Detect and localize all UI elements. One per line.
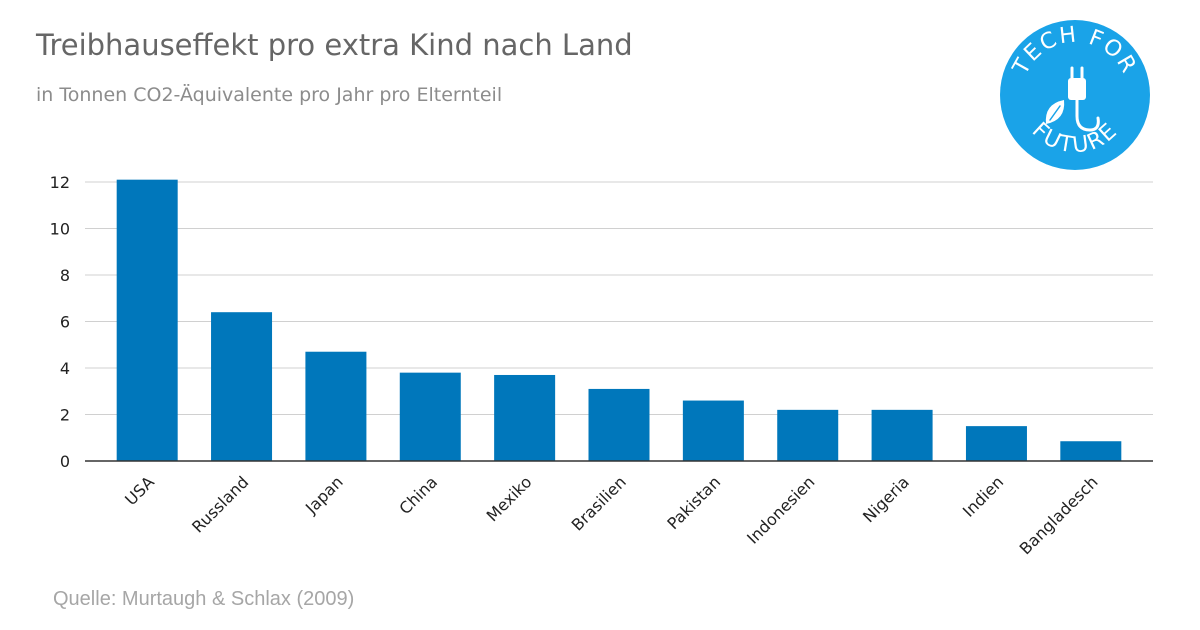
x-tick-label: Brasilien (568, 472, 630, 534)
y-tick-label: 0 (60, 452, 70, 471)
x-tick-label: Indonesien (743, 472, 818, 547)
source-note: Quelle: Murtaugh & Schlax (2009) (53, 588, 355, 610)
y-tick-label: 4 (60, 359, 70, 378)
x-tick-label: Japan (301, 472, 347, 518)
y-tick-label: 12 (50, 173, 70, 192)
x-tick-label: Nigeria (859, 472, 913, 526)
bar-bangladesch (1060, 441, 1122, 461)
x-tick-label: Indien (959, 472, 1007, 520)
bar-china (399, 372, 461, 461)
y-tick-label: 8 (60, 266, 70, 285)
bar-indien (965, 426, 1027, 461)
bar-russland (211, 312, 273, 461)
bar-nigeria (871, 409, 933, 461)
y-tick-label: 2 (60, 406, 70, 425)
x-tick-label: Mexiko (483, 472, 536, 525)
plug-leaf-icon (1045, 66, 1100, 132)
bar-brasilien (588, 388, 650, 461)
x-tick-label: Bangladesch (1016, 472, 1102, 558)
bar-japan (305, 351, 367, 461)
x-tick-label: USA (121, 472, 158, 509)
bar-pakistan (682, 400, 744, 461)
x-tick-label: Pakistan (663, 472, 724, 533)
x-tick-label: Russland (188, 472, 252, 536)
x-tick-label: China (395, 472, 441, 518)
y-tick-label: 6 (60, 313, 70, 332)
chart-subtitle: in Tonnen CO2-Äquivalente pro Jahr pro E… (36, 84, 503, 106)
bar-mexiko (494, 374, 556, 461)
tech-for-future-logo: TECH FOR FUTURE (1000, 20, 1150, 170)
chart-title: Treibhauseffekt pro extra Kind nach Land (36, 28, 633, 62)
bar-usa (116, 179, 178, 462)
y-tick-label: 10 (50, 220, 70, 239)
bar-indonesien (777, 409, 839, 461)
